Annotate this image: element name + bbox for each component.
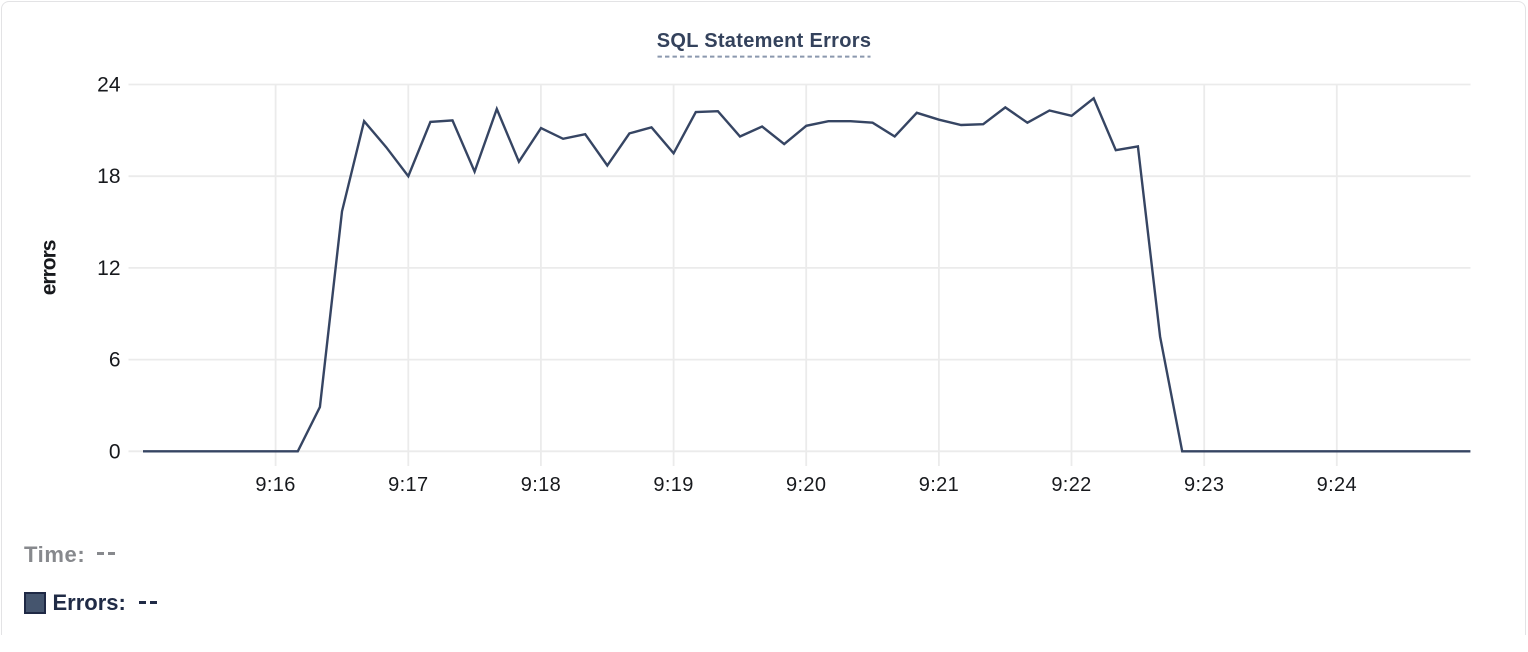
- svg-text:0: 0: [109, 440, 121, 463]
- svg-text:errors: errors: [38, 240, 61, 295]
- svg-text:9:19: 9:19: [653, 474, 693, 496]
- svg-text:9:22: 9:22: [1051, 474, 1091, 496]
- svg-text:9:16: 9:16: [255, 474, 295, 496]
- svg-text:9:18: 9:18: [521, 474, 561, 496]
- svg-text:9:21: 9:21: [919, 474, 959, 496]
- svg-text:9:24: 9:24: [1317, 474, 1357, 496]
- svg-text:24: 24: [97, 74, 121, 97]
- svg-text:9:23: 9:23: [1184, 474, 1224, 496]
- svg-text:9:17: 9:17: [388, 474, 428, 496]
- svg-text:9:20: 9:20: [786, 474, 826, 496]
- svg-text:18: 18: [97, 165, 120, 188]
- svg-text:6: 6: [109, 349, 121, 372]
- svg-text:12: 12: [97, 257, 120, 280]
